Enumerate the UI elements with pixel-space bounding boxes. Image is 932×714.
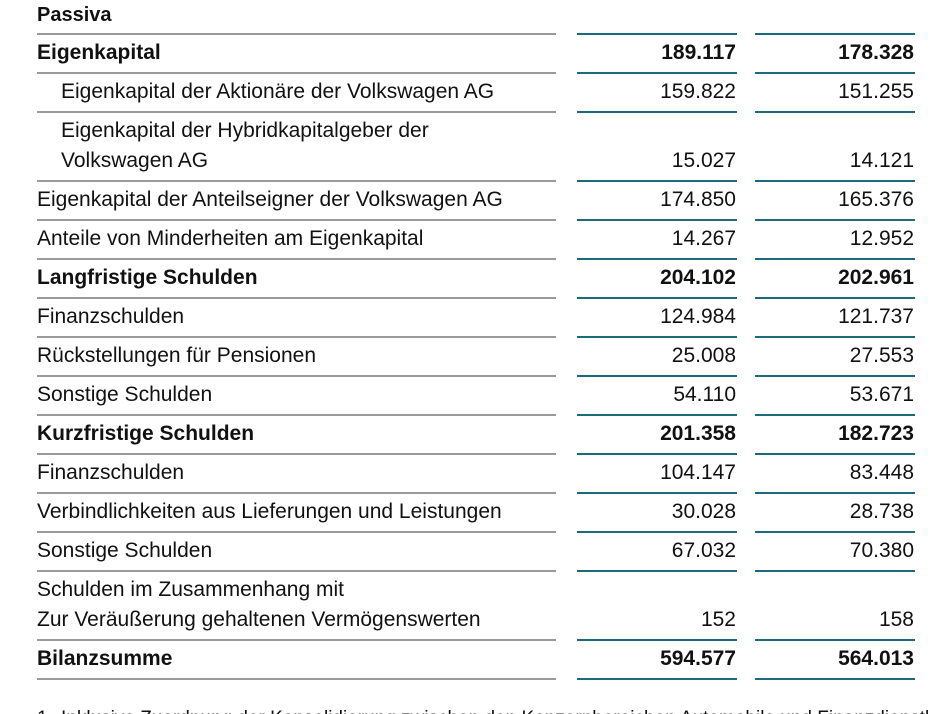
row-rule xyxy=(37,414,556,416)
row-label: Kurzfristige Schulden xyxy=(37,422,255,445)
row-label: Anteile von Minderheiten am Eigenkapital xyxy=(37,227,424,250)
value-rule xyxy=(577,33,737,35)
value: 178.328 xyxy=(838,41,914,64)
value-rule xyxy=(755,219,915,221)
value: 27.553 xyxy=(849,344,914,367)
value-rule xyxy=(755,570,915,572)
value: 594.577 xyxy=(660,647,736,670)
value-rule xyxy=(755,492,915,494)
value: 121.737 xyxy=(838,305,914,328)
value: 201.358 xyxy=(660,422,736,445)
value: 14.121 xyxy=(849,149,914,172)
value-rule xyxy=(577,111,737,113)
row-label: Eigenkapital der Aktionäre der Volkswage… xyxy=(61,80,495,103)
value: 152 xyxy=(700,608,736,631)
row-label: Sonstige Schulden xyxy=(37,383,213,406)
value-rule xyxy=(577,531,737,533)
value-rule xyxy=(577,570,737,572)
value: 204.102 xyxy=(660,266,736,289)
value-rule xyxy=(755,531,915,533)
row-rule xyxy=(37,72,556,74)
row-label: Eigenkapital xyxy=(37,41,161,64)
value-rule xyxy=(577,639,737,641)
value: 25.008 xyxy=(671,344,736,367)
value-rule xyxy=(755,111,915,113)
row-rule xyxy=(37,678,556,680)
value-rule xyxy=(755,639,915,641)
value-rule xyxy=(577,180,737,182)
value-rule xyxy=(755,297,915,299)
row-rule xyxy=(37,453,556,455)
value: 124.984 xyxy=(660,305,736,328)
value-rule xyxy=(755,375,915,377)
value-rule xyxy=(577,492,737,494)
row-label: Bilanzsumme xyxy=(37,647,173,670)
value: 165.376 xyxy=(838,188,914,211)
row-rule xyxy=(37,492,556,494)
row-rule xyxy=(37,219,556,221)
value: 30.028 xyxy=(671,500,736,523)
value: 189.117 xyxy=(661,41,736,64)
value: 15.027 xyxy=(671,149,736,172)
value: 174.850 xyxy=(660,188,736,211)
value: 12.952 xyxy=(849,227,914,250)
value: 54.110 xyxy=(673,383,736,406)
value-rule xyxy=(577,72,737,74)
row-label: Eigenkapital der Anteilseigner der Volks… xyxy=(37,188,503,211)
section-title: Passiva xyxy=(37,4,112,26)
value-rule xyxy=(577,678,737,680)
value-rule xyxy=(577,336,737,338)
value-rule xyxy=(577,297,737,299)
value: 202.961 xyxy=(838,266,914,289)
value: 564.013 xyxy=(838,647,914,670)
row-label: Sonstige Schulden xyxy=(37,539,213,562)
value: 67.032 xyxy=(671,539,736,562)
value-rule xyxy=(577,453,737,455)
value: 151.255 xyxy=(838,80,914,103)
value-rule xyxy=(577,375,737,377)
row-rule xyxy=(37,33,556,35)
row-label: Verbindlichkeiten aus Lieferungen und Le… xyxy=(37,500,502,523)
row-rule xyxy=(37,258,556,260)
value-rule xyxy=(755,72,915,74)
value: 182.723 xyxy=(838,422,914,445)
row-label: Finanzschulden xyxy=(37,305,185,328)
value-rule xyxy=(755,33,915,35)
row-label: Schulden im Zusammenhang mit xyxy=(37,578,344,601)
row-label: Volkswagen AG xyxy=(61,149,209,172)
value: 14.267 xyxy=(671,227,736,250)
footnote-text: Inklusive Zuordnung der Konsolidierung z… xyxy=(61,706,932,714)
value-rule xyxy=(755,678,915,680)
row-label: Zur Veräußerung gehaltenen Vermögenswert… xyxy=(37,608,481,631)
value-rule xyxy=(755,414,915,416)
value: 53.671 xyxy=(849,383,914,406)
row-rule xyxy=(37,531,556,533)
row-label: Langfristige Schulden xyxy=(37,266,258,289)
value: 104.147 xyxy=(660,461,736,484)
row-rule xyxy=(37,336,556,338)
row-label: Rückstellungen für Pensionen xyxy=(37,344,317,367)
row-rule xyxy=(37,180,556,182)
value-rule xyxy=(577,258,737,260)
row-rule xyxy=(37,639,556,641)
value-rule xyxy=(577,414,737,416)
row-label: Eigenkapital der Hybridkapitalgeber der xyxy=(61,119,429,142)
value: 28.738 xyxy=(849,500,914,523)
value: 159.822 xyxy=(660,80,736,103)
value-rule xyxy=(755,453,915,455)
row-rule xyxy=(37,297,556,299)
value-rule xyxy=(755,336,915,338)
row-rule xyxy=(37,375,556,377)
value-rule xyxy=(755,258,915,260)
row-rule xyxy=(37,570,556,572)
value: 158 xyxy=(878,608,914,631)
value: 70.380 xyxy=(849,539,914,562)
value-rule xyxy=(755,180,915,182)
row-label: Finanzschulden xyxy=(37,461,185,484)
row-rule xyxy=(37,111,556,113)
value-rule xyxy=(577,219,737,221)
value: 83.448 xyxy=(849,461,914,484)
footnote-marker: 1 xyxy=(37,706,48,714)
